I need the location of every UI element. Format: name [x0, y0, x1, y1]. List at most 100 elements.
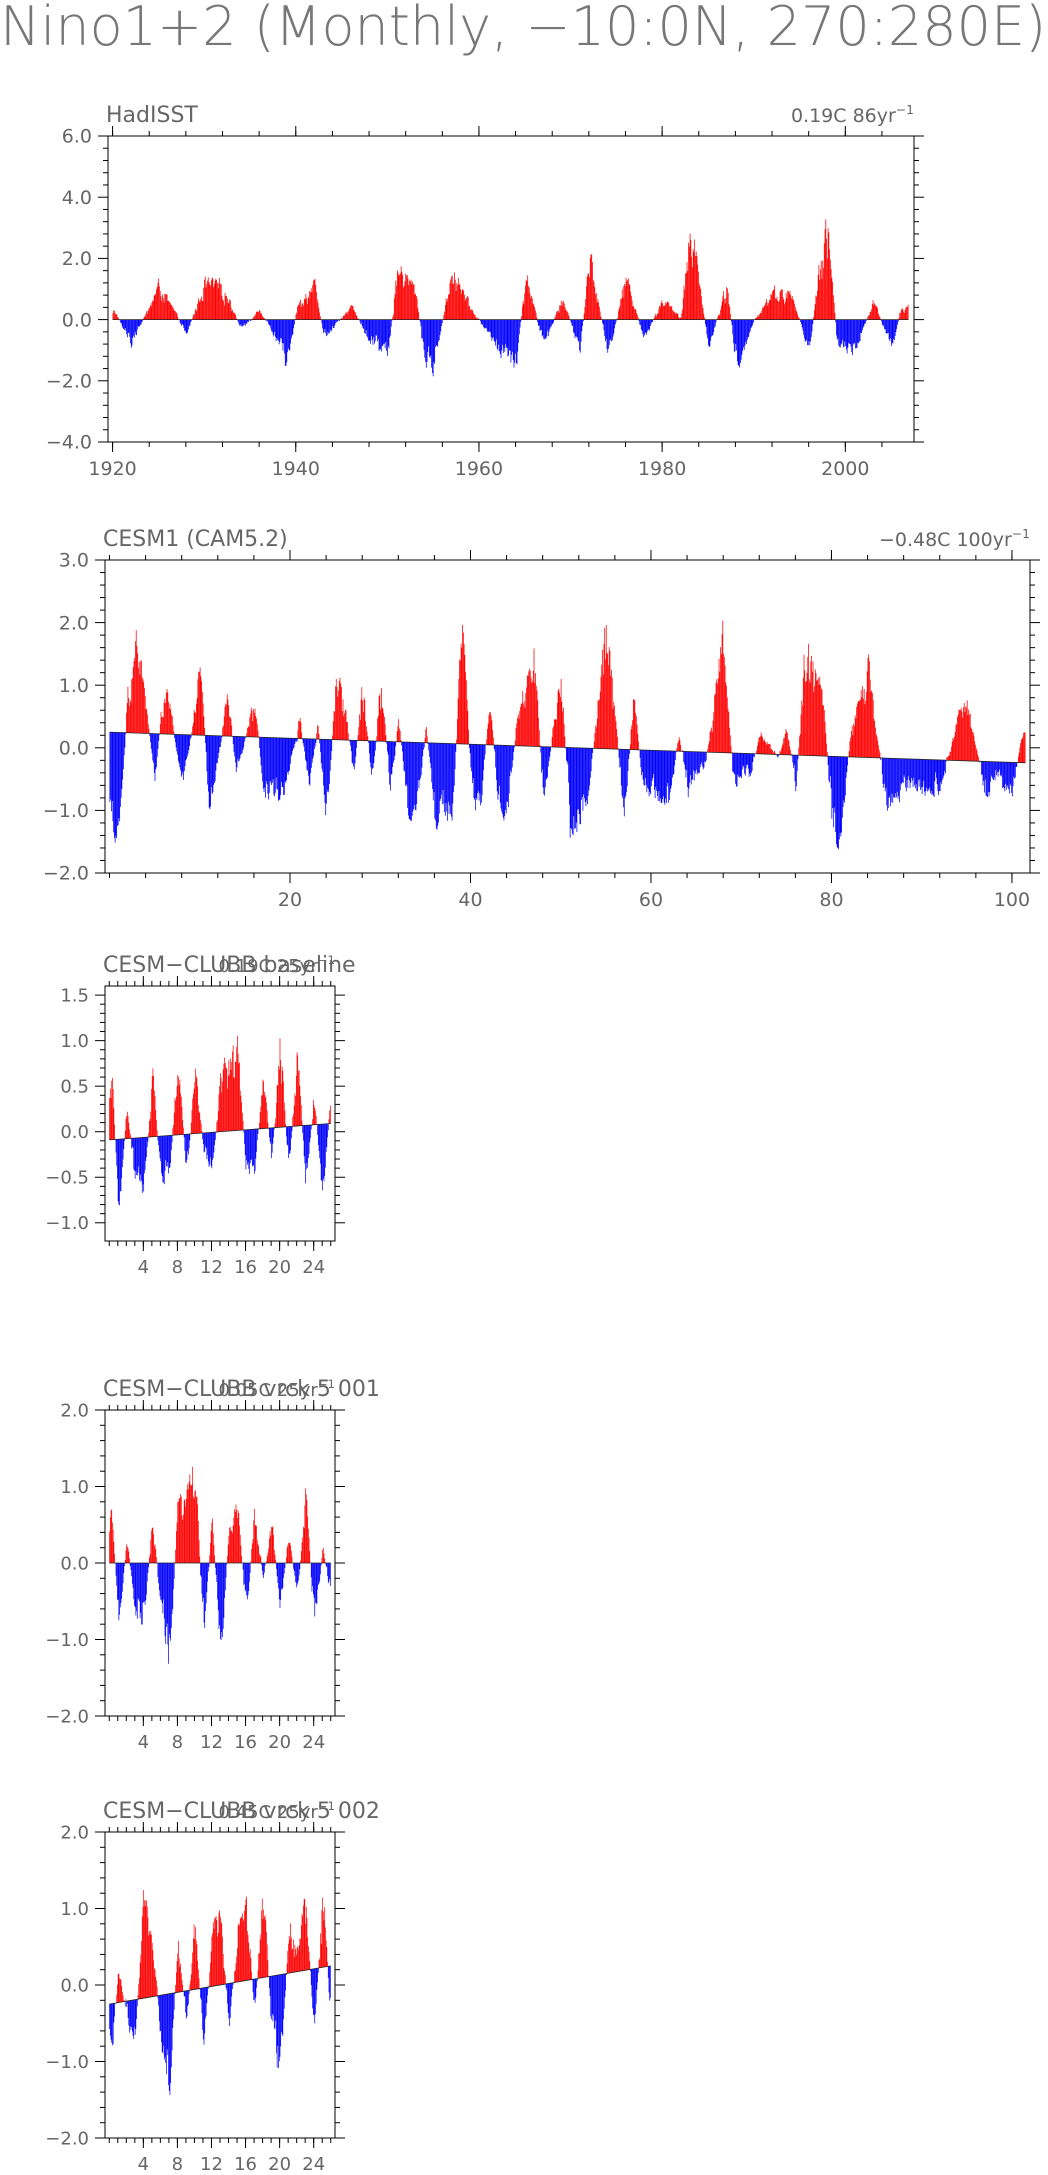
- anomaly-bar: [169, 1135, 171, 1168]
- anomaly-bar: [481, 319, 483, 325]
- anomaly-bar: [218, 1563, 220, 1629]
- anomaly-bar: [162, 1563, 164, 1614]
- anomaly-bar: [471, 744, 473, 784]
- anomaly-bar: [327, 1962, 328, 1967]
- anomaly-bar: [235, 315, 237, 320]
- anomaly-bar: [409, 281, 411, 320]
- anomaly-bar: [710, 319, 712, 341]
- anomaly-bar: [283, 1563, 284, 1579]
- anomaly-bar: [687, 751, 688, 787]
- anomaly-bar: [762, 307, 764, 320]
- anomaly-bar: [538, 717, 539, 747]
- anomaly-bar: [441, 319, 442, 327]
- anomaly-bar: [298, 1563, 299, 1581]
- anomaly-bar: [242, 1112, 243, 1131]
- anomaly-bar: [760, 313, 762, 320]
- anomaly-bar: [399, 730, 401, 742]
- anomaly-bar: [581, 747, 582, 800]
- anomaly-bar: [489, 319, 491, 333]
- anomaly-bar: [856, 706, 858, 758]
- anomaly-bar: [368, 319, 370, 341]
- anomaly-bar: [228, 1983, 230, 2019]
- anomaly-bar: [705, 752, 706, 763]
- anomaly-bar: [983, 761, 985, 781]
- anomaly-bar: [922, 759, 924, 787]
- anomaly-bar: [269, 1531, 271, 1563]
- anomaly-bar: [334, 319, 336, 326]
- anomaly-bar: [914, 759, 915, 786]
- anomaly-bar: [156, 1557, 157, 1563]
- anomaly-bar: [139, 1563, 140, 1602]
- anomaly-bar: [208, 1563, 210, 1568]
- anomaly-bar: [841, 756, 842, 833]
- anomaly-bar: [514, 740, 516, 746]
- anomaly-bar: [534, 306, 535, 320]
- anomaly-bar: [111, 732, 113, 801]
- anomaly-bar: [523, 701, 525, 747]
- anomaly-bar: [267, 1552, 269, 1563]
- anomaly-bar: [732, 753, 733, 772]
- anomaly-bar: [274, 737, 276, 793]
- anomaly-bar: [559, 692, 560, 748]
- anomaly-bar: [213, 735, 215, 785]
- anomaly-bar: [586, 286, 587, 320]
- anomaly-bar: [396, 270, 398, 320]
- anomaly-bar: [273, 319, 275, 337]
- anomaly-bar: [300, 1096, 301, 1126]
- anomaly-bar: [154, 733, 156, 781]
- anomaly-bar: [158, 278, 160, 320]
- anomaly-bar: [144, 695, 146, 734]
- anomaly-bar: [802, 319, 804, 331]
- anomaly-bar: [257, 1128, 259, 1134]
- anomaly-bar: [270, 1127, 272, 1144]
- anomaly-bar: [124, 319, 126, 329]
- anomaly-bar: [789, 290, 791, 320]
- anomaly-bar: [626, 749, 628, 787]
- anomaly-bar: [713, 712, 715, 753]
- anomaly-bar: [135, 1563, 137, 1616]
- anomaly-bar: [363, 697, 365, 741]
- anomaly-bar: [267, 1960, 269, 1977]
- anomaly-bar: [826, 238, 827, 320]
- anomaly-bar: [531, 298, 533, 320]
- anomaly-bar: [290, 1126, 291, 1151]
- anomaly-bar: [140, 1563, 142, 1613]
- anomaly-bar: [219, 277, 221, 320]
- anomaly-bar: [998, 761, 1000, 772]
- anomaly-bar: [578, 747, 579, 810]
- anomaly-bar: [533, 304, 535, 320]
- anomaly-bar: [112, 1522, 113, 1563]
- anomaly-bar: [151, 1076, 153, 1137]
- anomaly-bar: [842, 319, 843, 340]
- anomaly-bar: [317, 1563, 319, 1585]
- anomaly-bar: [897, 319, 898, 325]
- anomaly-bar: [572, 747, 574, 836]
- anomaly-bar: [628, 749, 630, 760]
- anomaly-bar: [568, 315, 570, 320]
- anomaly-bar: [687, 270, 689, 320]
- anomaly-bar: [690, 751, 692, 785]
- anomaly-bar: [387, 319, 388, 356]
- anomaly-bar: [186, 1489, 188, 1563]
- anomaly-bar: [452, 743, 454, 804]
- anomaly-bar: [908, 758, 910, 781]
- anomaly-bar: [181, 1515, 183, 1563]
- anomaly-bar: [303, 1125, 305, 1157]
- anomaly-bar: [292, 319, 294, 335]
- anomaly-bar: [828, 232, 830, 320]
- anomaly-bar: [709, 319, 711, 347]
- anomaly-bar: [580, 747, 582, 825]
- anomaly-bar: [748, 319, 750, 337]
- anomaly-bar: [171, 1135, 173, 1143]
- anomaly-bar: [649, 750, 651, 793]
- anomaly-bar: [374, 319, 375, 344]
- anomaly-bar: [726, 686, 727, 753]
- anomaly-bar: [190, 1485, 191, 1563]
- anomaly-bar: [347, 311, 349, 320]
- anomaly-bar: [154, 1969, 156, 1997]
- anomaly-bar: [140, 1954, 142, 1999]
- anomaly-bar: [275, 1975, 277, 2021]
- anomaly-bar: [222, 1081, 223, 1132]
- anomaly-bar: [306, 1125, 308, 1164]
- anomaly-bar: [176, 1522, 178, 1563]
